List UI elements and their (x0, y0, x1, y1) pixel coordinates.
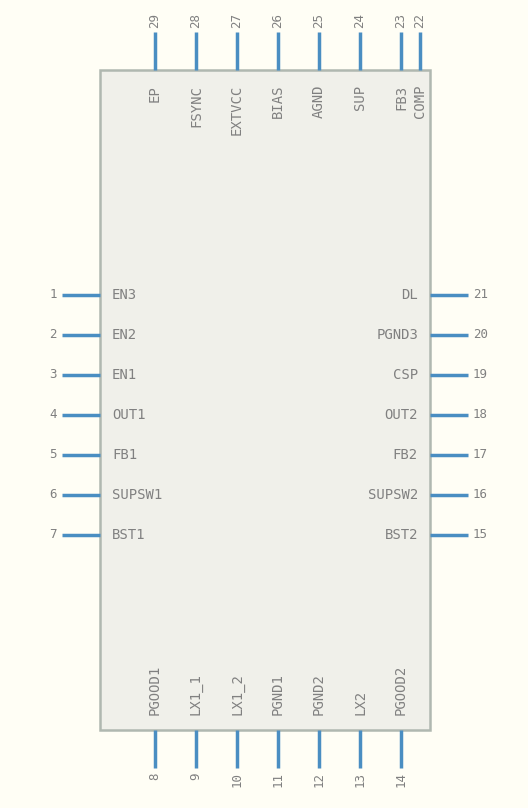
Text: 20: 20 (473, 329, 488, 342)
Text: FSYNC: FSYNC (189, 85, 203, 127)
Text: 18: 18 (473, 409, 488, 422)
Text: 7: 7 (50, 528, 57, 541)
Text: OUT2: OUT2 (384, 408, 418, 422)
Text: 13: 13 (354, 772, 366, 787)
Text: 21: 21 (473, 288, 488, 301)
Text: 12: 12 (313, 772, 325, 787)
Text: 24: 24 (354, 13, 366, 28)
Text: BST1: BST1 (112, 528, 146, 542)
Text: FB1: FB1 (112, 448, 137, 462)
Text: PGOOD1: PGOOD1 (148, 665, 162, 715)
Text: EN3: EN3 (112, 288, 137, 302)
Text: 14: 14 (394, 772, 408, 787)
Text: 6: 6 (50, 489, 57, 502)
Text: 23: 23 (394, 13, 408, 28)
Text: 16: 16 (473, 489, 488, 502)
Text: LX1_2: LX1_2 (230, 673, 244, 715)
Text: PGOOD2: PGOOD2 (394, 665, 408, 715)
Text: EN2: EN2 (112, 328, 137, 342)
Text: 1: 1 (50, 288, 57, 301)
Text: 28: 28 (190, 13, 203, 28)
Text: CSP: CSP (393, 368, 418, 382)
Text: 9: 9 (190, 772, 203, 780)
Text: 5: 5 (50, 448, 57, 461)
Text: 15: 15 (473, 528, 488, 541)
Text: 4: 4 (50, 409, 57, 422)
Text: PGND2: PGND2 (312, 673, 326, 715)
Text: EP: EP (148, 85, 162, 102)
Text: LX1_1: LX1_1 (189, 673, 203, 715)
Text: FB3: FB3 (394, 85, 408, 110)
Text: 3: 3 (50, 368, 57, 381)
Text: 22: 22 (413, 13, 427, 28)
Text: BIAS: BIAS (271, 85, 285, 119)
Text: 11: 11 (271, 772, 285, 787)
Text: 8: 8 (148, 772, 162, 780)
Bar (100, 70, 430, 730)
Text: SUPSW2: SUPSW2 (367, 488, 418, 502)
Text: SUPSW1: SUPSW1 (112, 488, 162, 502)
Text: 25: 25 (313, 13, 325, 28)
Text: OUT1: OUT1 (112, 408, 146, 422)
Text: DL: DL (401, 288, 418, 302)
Text: PGND1: PGND1 (271, 673, 285, 715)
Text: 17: 17 (473, 448, 488, 461)
Text: 27: 27 (231, 13, 243, 28)
Text: EN1: EN1 (112, 368, 137, 382)
Text: AGND: AGND (312, 85, 326, 119)
Text: FB2: FB2 (393, 448, 418, 462)
Text: 29: 29 (148, 13, 162, 28)
Text: 19: 19 (473, 368, 488, 381)
Text: BST2: BST2 (384, 528, 418, 542)
Text: LX2: LX2 (353, 690, 367, 715)
Text: 26: 26 (271, 13, 285, 28)
Text: SUP: SUP (353, 85, 367, 110)
Text: PGND3: PGND3 (376, 328, 418, 342)
Text: EXTVCC: EXTVCC (230, 85, 244, 135)
Text: 2: 2 (50, 329, 57, 342)
Text: 10: 10 (231, 772, 243, 787)
Text: COMP: COMP (413, 85, 427, 119)
